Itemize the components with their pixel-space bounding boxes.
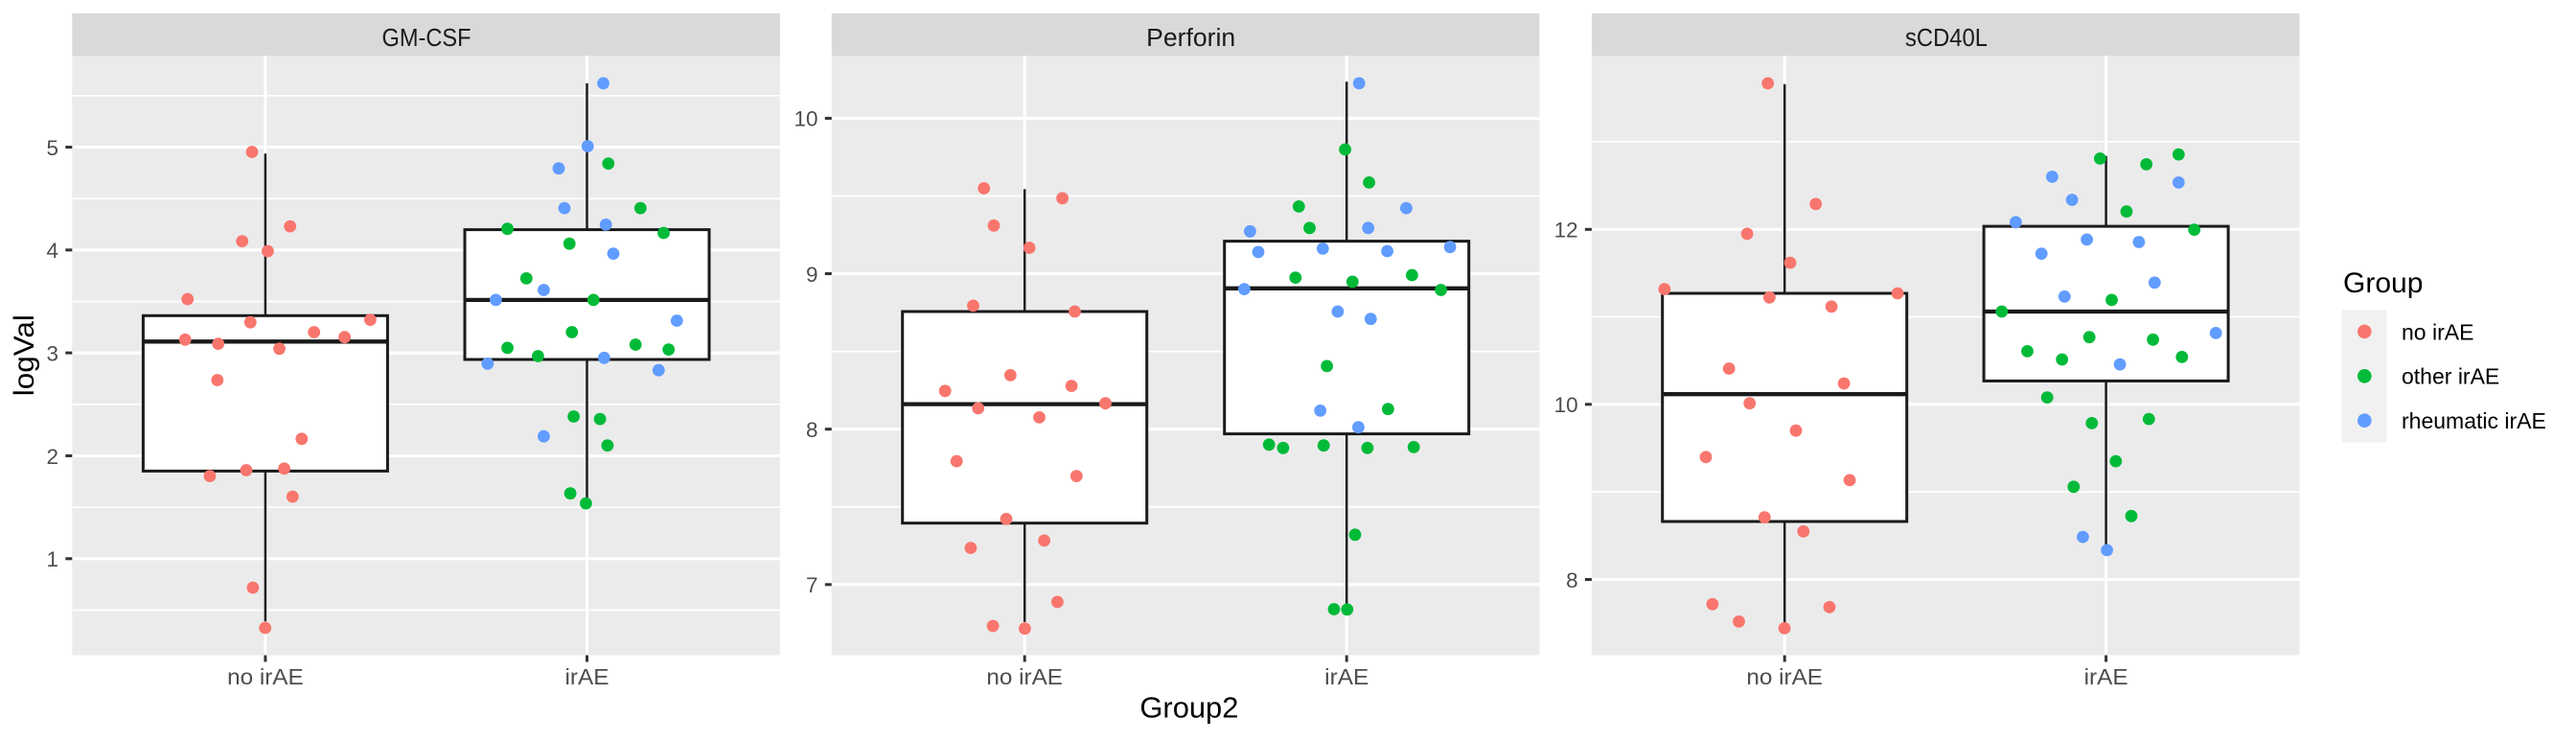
svg-text:3: 3	[46, 341, 58, 365]
svg-text:7: 7	[806, 573, 818, 597]
svg-text:8: 8	[1566, 568, 1578, 592]
svg-text:Group: Group	[2343, 267, 2423, 299]
svg-text:5: 5	[46, 136, 58, 160]
svg-text:GM-CSF: GM-CSF	[382, 25, 472, 52]
svg-text:Group2: Group2	[1139, 691, 1238, 725]
svg-text:9: 9	[806, 263, 818, 287]
svg-text:sCD40L: sCD40L	[1905, 25, 1988, 52]
svg-text:1: 1	[46, 547, 58, 571]
svg-text:4: 4	[46, 239, 58, 263]
svg-text:rheumatic irAE: rheumatic irAE	[2402, 408, 2546, 433]
svg-text:logVal: logVal	[9, 314, 40, 396]
svg-text:irAE: irAE	[2084, 664, 2128, 689]
svg-text:12: 12	[1554, 219, 1578, 243]
svg-text:no irAE: no irAE	[1746, 664, 1823, 689]
svg-text:2: 2	[46, 445, 58, 469]
svg-text:Perforin: Perforin	[1146, 25, 1235, 52]
svg-text:irAE: irAE	[565, 664, 610, 689]
svg-text:10: 10	[1554, 393, 1578, 417]
svg-text:no irAE: no irAE	[2402, 319, 2473, 344]
svg-text:other irAE: other irAE	[2402, 364, 2499, 389]
svg-text:no irAE: no irAE	[986, 664, 1063, 689]
svg-text:irAE: irAE	[1324, 664, 1368, 689]
svg-text:10: 10	[794, 107, 817, 131]
svg-text:8: 8	[806, 418, 818, 442]
svg-text:no irAE: no irAE	[227, 664, 304, 689]
